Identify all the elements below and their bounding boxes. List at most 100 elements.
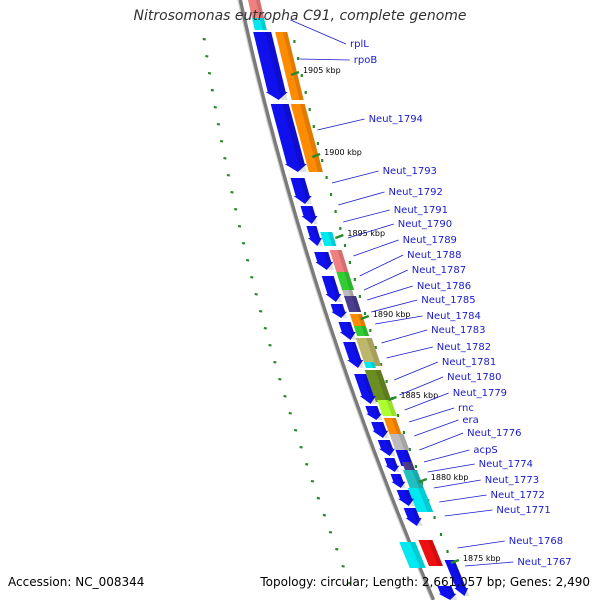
gene-label: Neut_1790 <box>398 219 452 230</box>
track-dot <box>297 57 300 60</box>
gene-feature <box>343 342 364 368</box>
track-dot <box>226 173 231 177</box>
accession-text: Accession: NC_008344 <box>8 575 145 589</box>
label-leader <box>433 479 481 489</box>
label-leader <box>347 223 394 239</box>
track-dot <box>263 326 267 330</box>
gene-feature-shade <box>385 440 396 456</box>
track-dot <box>385 380 388 383</box>
kbp-label: 1900 kbp <box>324 148 362 157</box>
gene-label: Neut_1780 <box>447 372 501 383</box>
label-leader <box>423 449 470 463</box>
track-dot <box>380 363 383 366</box>
gene-feature-shade <box>361 374 377 404</box>
gene-feature <box>330 304 348 318</box>
label-leader <box>419 432 464 451</box>
label-leader <box>408 407 455 423</box>
track-dot <box>293 40 296 43</box>
label-leader <box>317 118 365 131</box>
kbp-tick <box>388 395 397 402</box>
gene-label: Neut_1782 <box>437 342 491 353</box>
kbp-tick <box>360 314 370 321</box>
label-leader <box>386 346 433 359</box>
track-dot <box>347 581 352 585</box>
gene-feature <box>336 272 355 290</box>
track-dot <box>358 295 361 298</box>
gene-feature-shade <box>282 104 307 172</box>
track-dot <box>241 241 246 245</box>
gene-feature <box>389 434 410 450</box>
gene-feature-shade <box>361 326 370 336</box>
gene-feature <box>377 440 395 456</box>
track-dot <box>316 142 319 145</box>
gene-feature-shade <box>412 470 424 488</box>
gene-feature <box>270 104 307 172</box>
label-leader <box>363 269 408 291</box>
gene-feature-shade <box>366 338 382 366</box>
gene-feature <box>321 276 342 302</box>
track-dot <box>230 190 234 194</box>
gene-label: Neut_1786 <box>417 281 471 292</box>
gene-feature <box>353 326 370 336</box>
track-dot <box>353 278 356 281</box>
track-dot <box>310 479 315 483</box>
gene-feature <box>363 362 376 368</box>
gene-feature-shade <box>390 458 400 472</box>
gene-feature <box>252 18 267 30</box>
label-leader <box>299 58 350 61</box>
kbp-tick <box>418 477 428 484</box>
gene-feature-shade <box>398 434 410 450</box>
gene-feature <box>355 338 382 366</box>
label-leader <box>343 209 390 223</box>
gene-label: era <box>462 415 478 426</box>
gene-label: rnc <box>458 403 474 414</box>
genome-title: Nitrosomonas eutropha C91, complete geno… <box>133 8 467 24</box>
track-dot <box>433 516 436 519</box>
gene-label: Neut_1773 <box>485 475 539 486</box>
label-leader <box>331 170 379 184</box>
gene-label: Neut_1774 <box>479 459 533 470</box>
track-dot <box>300 74 303 77</box>
gene-feature <box>275 32 304 100</box>
gene-feature-shade <box>446 586 458 600</box>
gene-feature-shade <box>328 232 337 246</box>
gene-feature <box>371 422 389 438</box>
gene-feature <box>248 0 264 18</box>
gene-feature <box>320 232 337 246</box>
track-dot <box>374 346 377 349</box>
gene-features <box>248 0 470 600</box>
gene-feature-shade <box>337 250 349 272</box>
gene-label: Neut_1789 <box>403 235 457 246</box>
track-dot <box>293 428 298 432</box>
track-dot <box>363 312 367 315</box>
gene-label: Neut_1771 <box>496 505 550 516</box>
track-dot <box>446 550 449 553</box>
gene-feature <box>338 322 356 340</box>
gene-feature-shade <box>375 370 392 402</box>
gene-feature <box>365 406 383 420</box>
gene-feature-shade <box>259 18 267 30</box>
track-dot <box>322 513 327 517</box>
track-dot <box>210 88 215 92</box>
label-leader <box>399 376 444 396</box>
track-dot <box>213 105 217 109</box>
gene-feature <box>418 540 443 566</box>
track-dot <box>343 244 347 247</box>
gene-feature <box>396 490 414 506</box>
label-leader <box>381 329 428 344</box>
track-dot <box>219 139 224 143</box>
track-dot <box>335 547 339 551</box>
track-dot <box>205 54 209 58</box>
gene-feature-shade <box>409 542 426 568</box>
track-dot <box>316 496 321 500</box>
track-dot <box>396 414 400 417</box>
track-dot <box>312 125 315 128</box>
label-leader <box>444 509 493 517</box>
gene-feature <box>399 542 426 568</box>
kbp-label: 1880 kbp <box>431 473 469 482</box>
track-dot <box>254 292 258 296</box>
track-dot <box>329 193 333 196</box>
track-dot <box>250 275 254 279</box>
track-dot <box>334 210 337 213</box>
track-dot <box>288 411 292 415</box>
